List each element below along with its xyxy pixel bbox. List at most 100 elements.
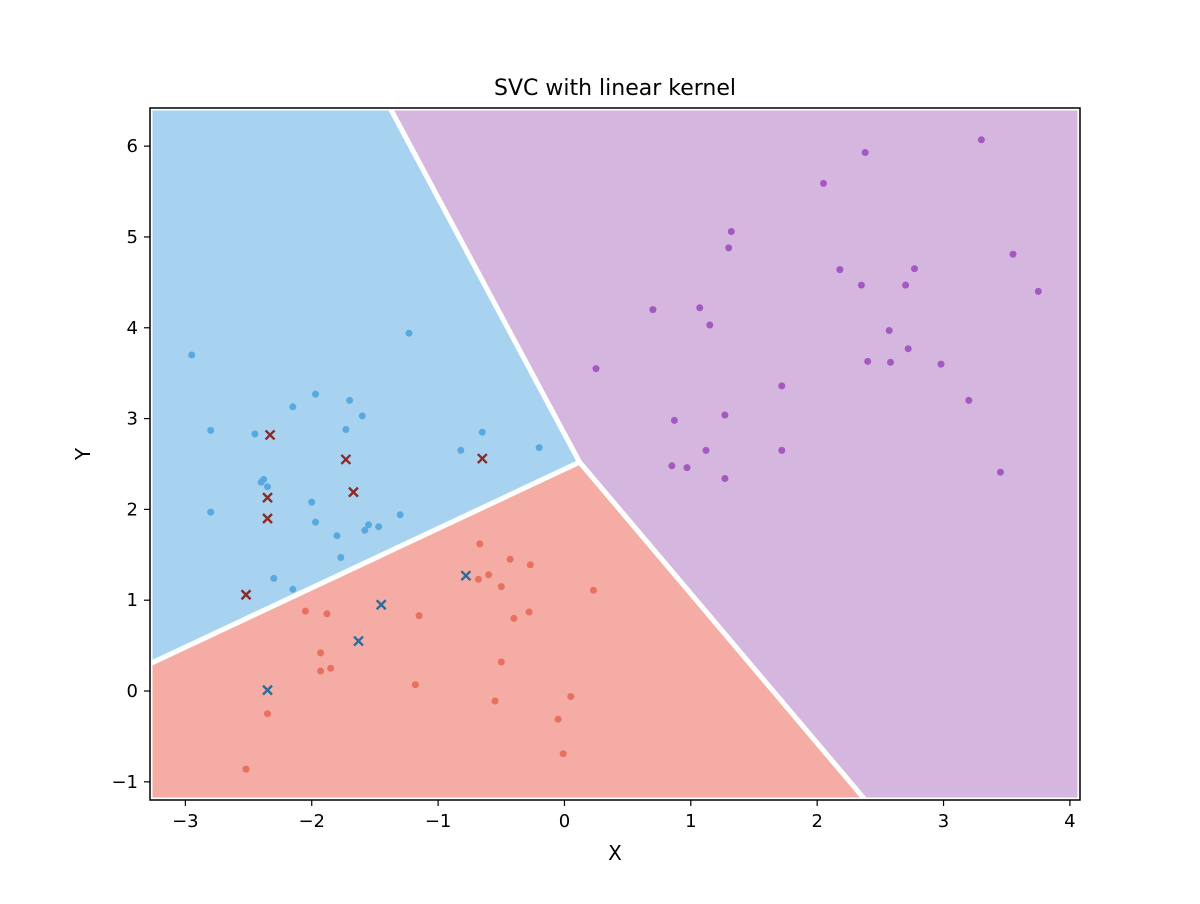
y-tick-label: 4 [127, 318, 138, 339]
data-point [497, 658, 505, 666]
data-point [264, 483, 271, 491]
data-point [289, 403, 297, 411]
data-point [207, 426, 215, 434]
data-point [457, 446, 465, 454]
region-purple [387, 108, 1080, 800]
data-point [346, 396, 354, 404]
y-tick-label: −1 [111, 772, 138, 793]
data-point [301, 607, 309, 615]
data-point [478, 428, 486, 436]
x-tick-label: 4 [1064, 811, 1075, 832]
data-point [485, 571, 493, 579]
data-point [864, 357, 872, 365]
y-tick-label: 5 [127, 227, 138, 248]
region-red [150, 459, 868, 800]
data-point [1034, 287, 1042, 295]
data-point [491, 697, 499, 705]
data-point [317, 667, 325, 675]
data-point [725, 244, 733, 252]
data-point [510, 614, 518, 622]
data-point [904, 345, 912, 353]
x-axis-label: X [608, 841, 622, 865]
data-point [289, 585, 297, 593]
data-point [996, 468, 1004, 476]
chart-title: SVC with linear kernel [494, 76, 736, 101]
x-marker [240, 589, 252, 601]
data-point [497, 583, 505, 591]
x-marker [264, 429, 276, 441]
data-point [342, 426, 350, 433]
data-point [207, 508, 215, 516]
data-point [525, 608, 533, 616]
data-point [721, 475, 729, 482]
x-marker [353, 635, 364, 647]
data-point [312, 390, 319, 398]
data-point [977, 136, 985, 144]
data-point [592, 365, 600, 373]
data-point [411, 681, 419, 689]
data-point [911, 265, 918, 273]
x-tick-label: 1 [685, 811, 696, 832]
data-point [554, 715, 562, 723]
y-axis: −1 0 1 2 3 4 5 6 [111, 136, 150, 793]
data-point [590, 586, 597, 594]
data-point [361, 526, 369, 534]
data-point [902, 281, 910, 289]
data-point [727, 228, 735, 235]
data-point [857, 281, 865, 289]
data-point [264, 710, 271, 718]
y-tick-label: 0 [127, 681, 138, 702]
data-point [885, 327, 893, 334]
data-point [670, 416, 678, 424]
data-point [476, 540, 484, 548]
data-point [778, 382, 786, 390]
data-point [559, 750, 567, 758]
x-axis: −3 −2 −1 0 1 2 3 4 [172, 800, 1076, 832]
data-point [308, 498, 316, 506]
data-point [270, 574, 278, 582]
data-point [706, 321, 714, 329]
decision-regions [150, 108, 1080, 800]
data-point [721, 411, 729, 419]
x-marker [262, 492, 273, 503]
data-point [965, 396, 973, 404]
data-point [260, 475, 268, 483]
data-point [405, 329, 413, 337]
y-tick-label: 2 [127, 499, 138, 520]
data-point [937, 360, 945, 368]
y-axis-label: Y [71, 447, 95, 461]
data-point [887, 358, 894, 366]
data-point [323, 610, 331, 618]
x-marker [348, 486, 359, 498]
data-point [683, 464, 691, 472]
data-point [1009, 250, 1017, 258]
data-point [535, 444, 543, 452]
data-point [696, 304, 704, 312]
x-tick-label: −2 [298, 811, 325, 832]
data-point [820, 179, 827, 187]
data-point [778, 446, 786, 454]
data-point [702, 446, 710, 454]
data-point [188, 351, 196, 359]
x-tick-label: −3 [172, 811, 199, 832]
data-point [506, 555, 514, 563]
data-point [327, 664, 335, 672]
x-marker [340, 454, 352, 465]
data-point [317, 649, 325, 657]
x-tick-label: 0 [559, 811, 570, 832]
data-point [365, 521, 373, 529]
x-tick-label: 3 [938, 811, 949, 832]
data-point [649, 306, 657, 314]
data-point [396, 511, 404, 519]
x-tick-label: 2 [811, 811, 822, 832]
data-point [526, 561, 534, 569]
data-point [375, 523, 383, 531]
y-tick-label: 1 [127, 590, 138, 611]
y-tick-label: 6 [127, 136, 138, 157]
data-point [312, 518, 319, 526]
data-point [333, 532, 341, 540]
x-marker [262, 513, 273, 524]
data-points [188, 136, 1042, 773]
data-point [358, 412, 366, 420]
